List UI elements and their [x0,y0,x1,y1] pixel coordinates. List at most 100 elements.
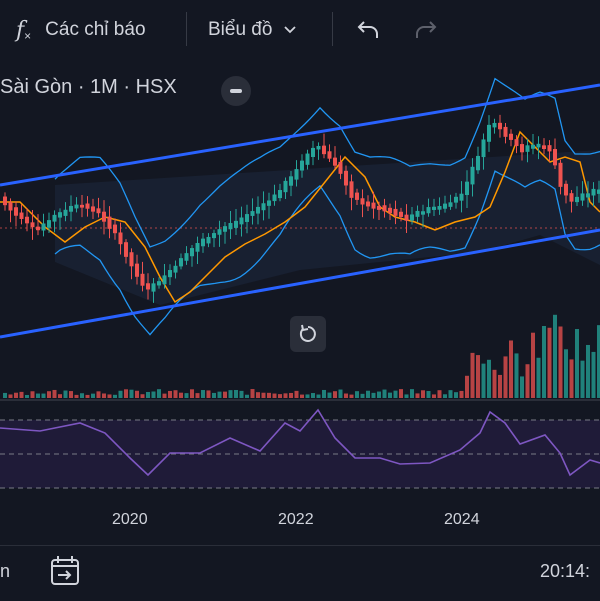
volume-bar [586,344,590,398]
volume-bar [360,393,365,398]
candle-body [327,151,332,159]
candle-body [437,206,442,210]
candle-body [91,206,95,212]
fx-icon: f [16,17,25,43]
reset-chart-button[interactable] [290,316,326,352]
candle-body [514,139,519,146]
volume-bar [30,391,35,398]
candle-body [245,214,249,222]
volume-bar [8,394,13,398]
undo-icon[interactable] [356,18,380,40]
volume-bar [168,390,172,398]
candle-body [47,220,51,228]
candle-body [14,207,18,216]
candle-body [283,180,288,193]
volume-bar [487,359,491,398]
candle-body [316,146,321,150]
candle-body [195,242,200,252]
candle-body [179,258,183,267]
candle-body [140,273,145,286]
volume-bar [250,389,255,398]
volume-bar [256,392,260,398]
candle-body [102,211,106,222]
candle-body [151,283,156,292]
candle-body [201,238,205,247]
volume-bar [107,394,112,398]
hide-legend-button[interactable] [221,76,251,106]
candle-body [586,193,590,198]
bollinger-lower-line [54,170,600,336]
candle-body [135,263,139,277]
volume-bar [569,359,574,398]
volume-bar [580,360,585,398]
candle-body [520,144,524,153]
volume-bar [85,394,90,398]
volume-bar [80,393,84,398]
candle-body [256,206,260,214]
candle-body [393,208,398,216]
volume-bar [366,390,370,398]
volume-bar [267,392,271,398]
candle-body [96,208,101,214]
candle-body [333,157,337,166]
volume-bar [151,391,156,398]
volume-bar [421,390,425,398]
indicators-button[interactable]: f × Các chỉ báo [16,14,146,46]
volume-bar [228,390,233,398]
candle-body [124,242,128,257]
volume-bar [344,393,348,398]
x-axis-label: 2024 [444,511,480,528]
volume-bar [206,390,211,398]
volume-bar [14,392,18,398]
volume-bar [129,389,134,398]
candle-body [289,176,293,186]
candle-body [305,153,310,165]
candle-body [113,224,117,234]
volume-bar [91,393,95,398]
volume-bar [289,392,293,398]
volume-bar [470,352,475,398]
candle-body [349,181,354,198]
volume-bar [327,392,332,398]
volume-bar [542,326,546,398]
volume-bar [432,394,436,398]
redo-icon[interactable] [414,18,438,40]
volume-bar [454,392,458,398]
candle-body [448,202,453,207]
candle-body [168,270,172,278]
volume-bar [443,394,447,398]
chart-type-label: Biểu đồ [208,19,273,40]
candle-body [267,200,271,206]
volume-bar [498,374,502,398]
candle-body [239,217,244,225]
volume-bar [63,390,68,398]
price-chart[interactable] [0,60,600,545]
candle-body [173,265,178,273]
volume-bar [74,394,79,398]
volume-bar [294,390,299,398]
date-range-icon[interactable] [50,555,80,587]
volume-bar [305,394,310,398]
volume-bar [355,391,359,398]
volume-bar [272,393,277,398]
chevron-down-icon [284,26,297,34]
candle-body [481,139,486,158]
volume-bar [96,391,101,398]
volume-bar [476,355,480,398]
candle-body [146,283,150,290]
volume-bar [536,357,541,398]
rsi-line [0,408,600,477]
candle-body [261,203,266,211]
candle-body [536,143,541,148]
candle-body [503,126,508,137]
candle-body [41,223,46,231]
chart-type-button[interactable]: Biểu đồ [208,14,297,46]
candle-body [311,147,315,158]
candle-body [85,203,90,209]
candle-body [487,124,491,142]
volume-bar [69,391,73,398]
candle-body [338,161,343,174]
volume-bar [492,369,497,398]
candle-body [52,214,57,222]
volume-bar [283,393,288,398]
